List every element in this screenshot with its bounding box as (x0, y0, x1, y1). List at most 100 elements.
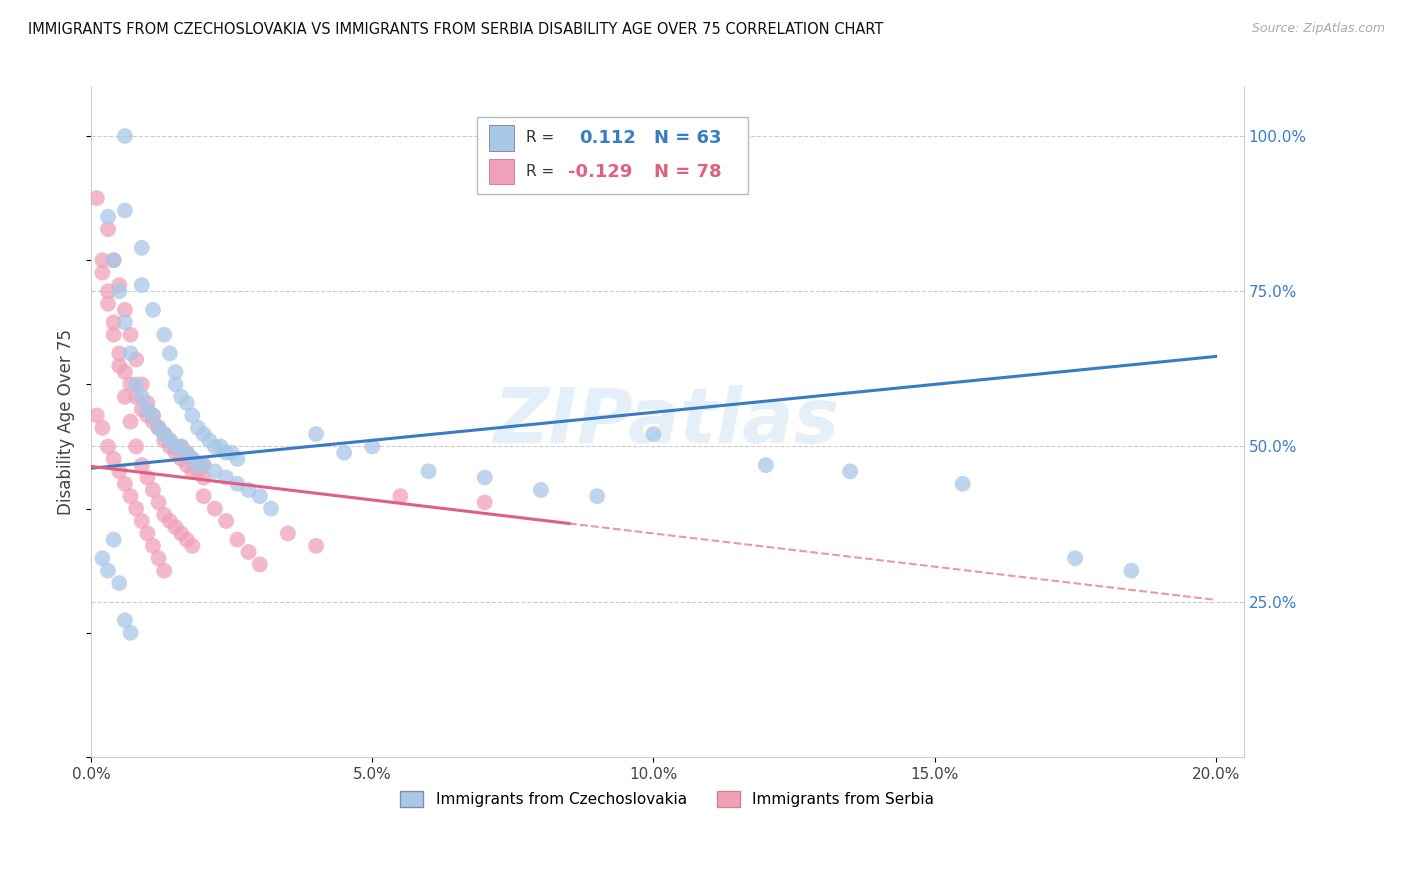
Point (474, 470, 496, 484)
Point (120, 327, 142, 342)
Text: IMMIGRANTS FROM CZECHOSLOVAKIA VS IMMIGRANTS FROM SERBIA DISABILITY AGE OVER 75 : IMMIGRANTS FROM CZECHOSLOVAKIA VS IMMIGR… (28, 22, 883, 37)
Point (165, 440, 187, 454)
Point (114, 302, 136, 317)
Point (142, 415, 165, 429)
Point (148, 495, 170, 509)
Point (1121, 564, 1143, 578)
Point (204, 464, 226, 478)
Point (103, 533, 125, 547)
Point (125, 377, 148, 392)
Point (249, 558, 271, 572)
Point (165, 377, 187, 392)
Point (125, 352, 148, 367)
Point (131, 458, 153, 472)
Text: R =: R = (526, 130, 558, 145)
Point (187, 421, 209, 435)
Point (108, 278, 131, 293)
Point (165, 440, 187, 454)
Point (215, 446, 238, 460)
Point (91, 253, 114, 268)
Point (148, 421, 170, 435)
Point (333, 446, 356, 460)
Point (170, 451, 193, 466)
Point (103, 315, 125, 329)
Point (103, 253, 125, 268)
Legend: Immigrants from Czechoslovakia, Immigrants from Serbia: Immigrants from Czechoslovakia, Immigran… (394, 785, 941, 813)
Text: 0.112: 0.112 (579, 129, 636, 147)
Point (159, 434, 181, 448)
Point (103, 451, 125, 466)
Point (120, 489, 142, 503)
Text: N = 63: N = 63 (654, 129, 721, 147)
Point (209, 440, 232, 454)
Point (238, 545, 260, 559)
Text: Source: ZipAtlas.com: Source: ZipAtlas.com (1251, 22, 1385, 36)
Bar (489, 125, 515, 151)
Point (103, 253, 125, 268)
Point (389, 489, 412, 503)
Point (136, 470, 159, 484)
Point (153, 427, 176, 442)
Point (114, 476, 136, 491)
Point (238, 483, 260, 497)
Point (181, 409, 204, 423)
Point (136, 402, 159, 417)
Point (170, 390, 193, 404)
Point (125, 440, 148, 454)
Point (142, 409, 165, 423)
Point (103, 327, 125, 342)
Point (193, 427, 215, 442)
Point (277, 526, 299, 541)
Point (97, 285, 120, 299)
Point (97, 222, 120, 236)
Point (153, 508, 176, 522)
Point (97, 564, 120, 578)
Point (148, 421, 170, 435)
Point (418, 464, 440, 478)
Point (136, 396, 159, 410)
Point (148, 551, 170, 566)
Point (159, 346, 181, 360)
Point (131, 402, 153, 417)
Point (165, 365, 187, 379)
Point (181, 539, 204, 553)
Point (153, 327, 176, 342)
Point (193, 458, 215, 472)
Point (181, 464, 204, 478)
Text: R =: R = (526, 164, 558, 179)
FancyBboxPatch shape (477, 117, 748, 194)
Point (108, 576, 131, 591)
Point (165, 520, 187, 534)
Point (643, 427, 665, 442)
Point (131, 514, 153, 528)
Point (839, 464, 862, 478)
Point (125, 501, 148, 516)
Point (91, 266, 114, 280)
Point (159, 514, 181, 528)
Point (108, 464, 131, 478)
Point (97, 440, 120, 454)
Point (226, 451, 249, 466)
Point (153, 427, 176, 442)
Point (193, 489, 215, 503)
Point (131, 377, 153, 392)
Point (142, 409, 165, 423)
Point (142, 483, 165, 497)
Point (125, 390, 148, 404)
Point (198, 434, 221, 448)
Point (260, 501, 283, 516)
Point (305, 427, 328, 442)
Point (114, 129, 136, 144)
Point (120, 346, 142, 360)
Point (86, 409, 108, 423)
Point (215, 470, 238, 484)
Text: ZIPatlas: ZIPatlas (495, 384, 841, 458)
Point (176, 458, 198, 472)
Point (474, 495, 496, 509)
Point (361, 440, 384, 454)
Point (249, 489, 271, 503)
Text: N = 78: N = 78 (654, 162, 721, 180)
Point (187, 464, 209, 478)
Point (176, 446, 198, 460)
Point (187, 458, 209, 472)
